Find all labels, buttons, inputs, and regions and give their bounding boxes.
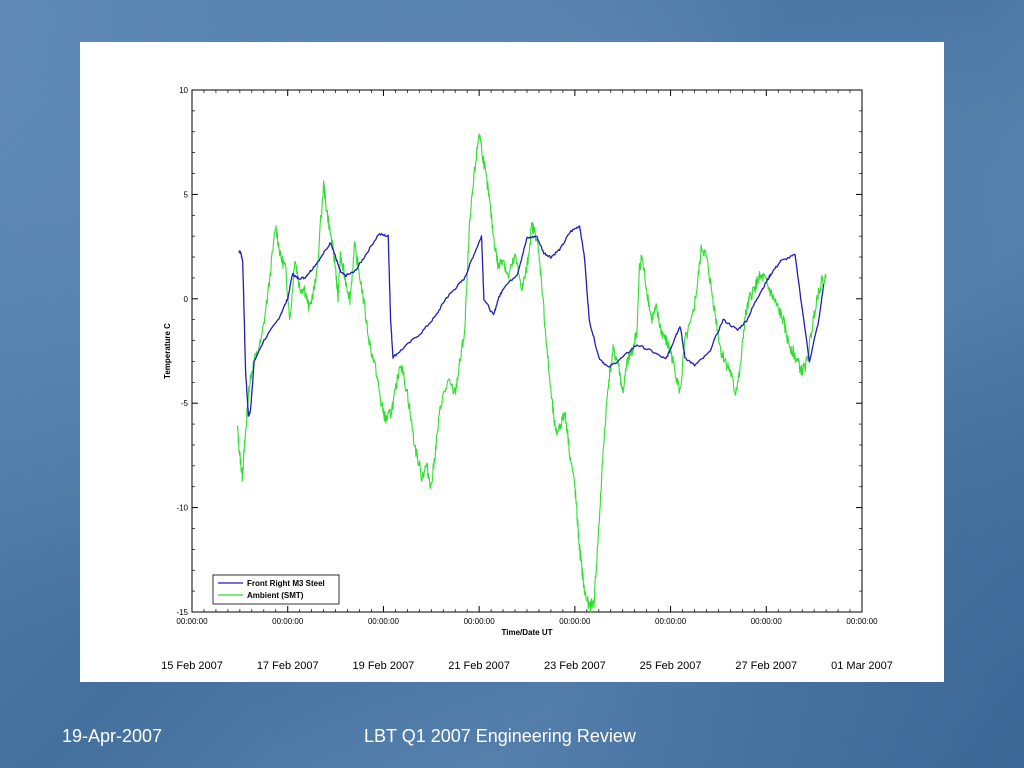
legend-label-ambient-smt: Ambient (SMT) [247,591,304,600]
y-tick-label: 5 [184,190,189,199]
legend: Front Right M3 Steel Ambient (SMT) [212,574,340,605]
chart-panel: 10 5 0 -5 -10 -15 00:00:00 15 Feb 2007 00:00:00 1… [80,42,944,682]
series-line-front-right-m3-steel [238,225,825,417]
series-line-ambient-smt [236,133,827,613]
y-tick-label: -5 [181,399,189,408]
x-tick-label: 00:00:00 [368,617,400,626]
date-label: 01 Mar 2007 [831,660,893,672]
date-label: 23 Feb 2007 [544,660,606,672]
y-tick-label: 10 [179,86,188,95]
date-label: 19 Feb 2007 [353,660,415,672]
x-axis-title: Time/Date UT [502,628,553,637]
y-tick-label: -10 [176,504,188,513]
footer-title: LBT Q1 2007 Engineering Review [364,726,636,746]
date-label: 21 Feb 2007 [448,660,510,672]
x-tick-label: 00:00:00 [559,617,591,626]
x-tick-label: 00:00:00 [176,617,208,626]
y-tick-label: -15 [176,608,188,617]
legend-label-front-right-m3-steel: Front Right M3 Steel [247,579,325,588]
x-tick-label: 00:00:00 [751,617,783,626]
y-axis-title: Temperature C [163,323,172,379]
x-tick-label: 00:00:00 [272,617,304,626]
y-tick-label: 0 [184,295,189,304]
series-lines [236,133,827,613]
date-label: 17 Feb 2007 [257,660,319,672]
plot-frame [191,89,863,613]
date-label: 25 Feb 2007 [640,660,702,672]
x-tick-label: 00:00:00 [464,617,496,626]
x-tick-label: 00:00:00 [655,617,687,626]
x-tick-label: 00:00:00 [846,617,878,626]
legend-box [212,574,340,605]
footer-date: 19-Apr-2007 [62,726,163,746]
date-label: 27 Feb 2007 [735,660,797,672]
date-label: 15 Feb 2007 [161,660,223,672]
